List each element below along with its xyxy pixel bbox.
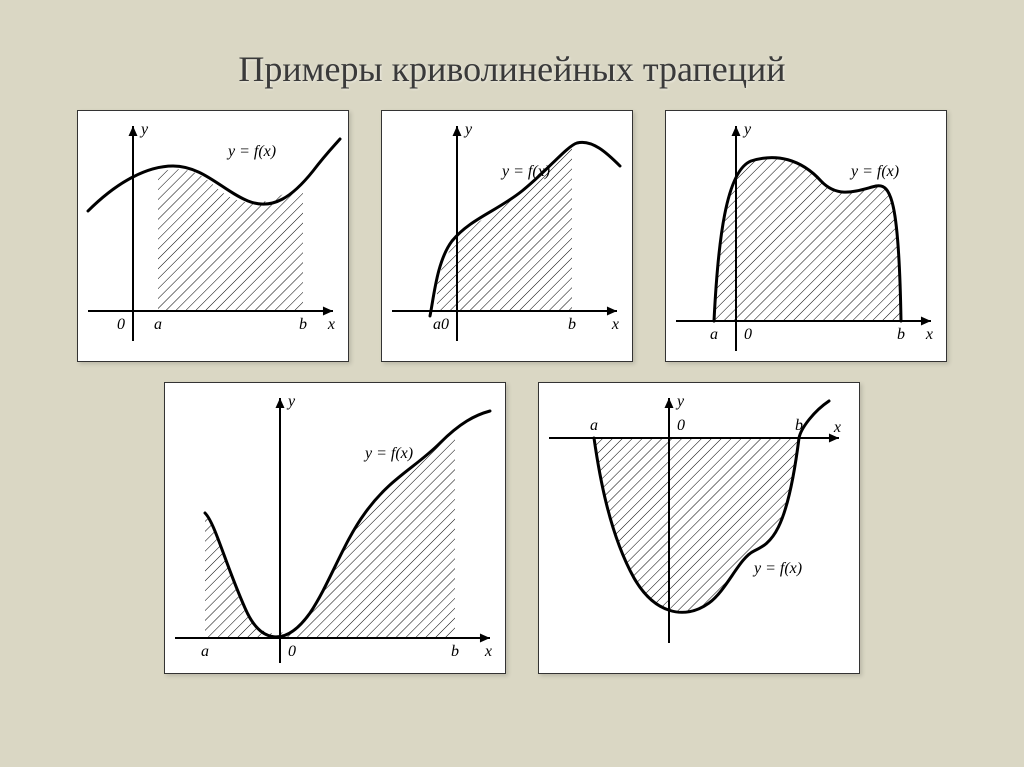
a-label: a [710,326,718,343]
x-axis-label: x [833,419,841,436]
y-axis-label: y [742,121,752,138]
x-axis-label: x [925,326,933,343]
x-axis-arrow [607,307,617,316]
y-axis-label: y [286,393,296,410]
y-axis-arrow [732,126,741,136]
y-axis-arrow [276,398,285,408]
curve-label: y = f(x) [849,163,899,180]
b-label: b [451,643,459,660]
panel-5: y x 0 a b y = f(x) [538,382,860,674]
shaded-region [714,158,901,321]
panel-2: y x 0a b y = f(x) [381,110,633,362]
b-label: b [568,316,576,333]
curve-label: y = f(x) [752,560,802,577]
curve-label: y = f(x) [500,163,550,180]
y-axis-arrow [665,398,674,408]
a-label: a [154,316,162,333]
page-title: Примеры криволинейных трапеций [0,0,1024,110]
x-axis-label: x [611,316,619,333]
x-axis-arrow [921,317,931,326]
a-label: a [433,316,441,333]
row-2: y x 0 a b y = f(x) y x 0 a b y = f(x) [0,382,1024,674]
origin-label: 0 [117,316,125,333]
panel-1: y x 0 a b y = f(x) [77,110,349,362]
origin-label: 0 [288,643,296,660]
x-axis-arrow [480,634,490,643]
curve-label: y = f(x) [226,143,276,160]
b-label: b [795,417,803,434]
x-axis-label: x [484,643,492,660]
a-label: a [590,417,598,434]
y-axis-label: y [463,121,473,138]
a-label: a [201,643,209,660]
b-label: b [299,316,307,333]
panel-3: y x 0 a b y = f(x) [665,110,947,362]
origin-label: 0 [441,316,449,333]
row-1: yx0aby = f(x) yx0aby = f(x) yx0aby = f(x… [0,110,1024,362]
origin-label: 0 [677,417,685,434]
y-axis-label: y [139,121,149,138]
b-label: b [897,326,905,343]
x-axis-arrow [323,307,333,316]
y-axis-label: y [675,393,685,410]
y-axis-arrow [129,126,138,136]
panel-4: y x 0 a b y = f(x) [164,382,506,674]
shaded-region [594,438,799,612]
curve-label: y = f(x) [363,445,413,462]
y-axis-arrow [453,126,462,136]
x-axis-label: x [327,316,335,333]
origin-label: 0 [744,326,752,343]
